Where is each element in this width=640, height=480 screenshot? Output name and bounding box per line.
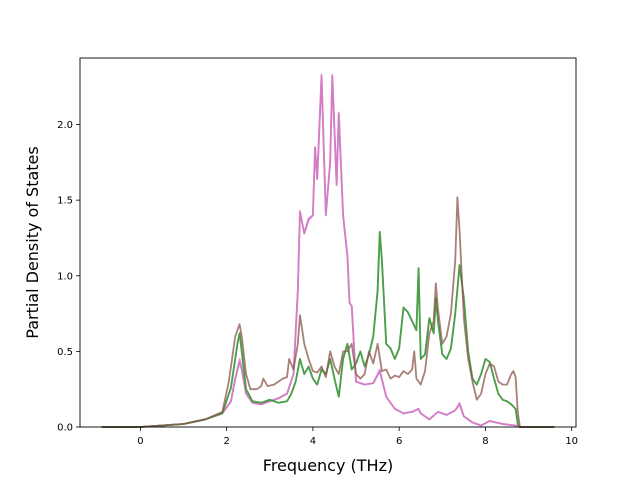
y-tick-label: 1.5 [57,196,73,207]
x-tick-label: 4 [310,436,316,447]
series-line-5 [101,196,555,428]
series-line-2 [101,73,555,428]
x-tick-label: 10 [565,436,578,447]
y-tick-label: 0.0 [57,423,73,434]
series-line-4 [101,231,555,428]
y-tick-label: 1.0 [57,271,73,282]
plot-frame [79,57,577,428]
series-layer [101,73,555,428]
y-axis-label: Partial Density of States [23,146,42,338]
x-tick-label: 8 [482,436,488,447]
x-tick-label: 0 [137,436,143,447]
y-tick-label: 0.5 [57,347,73,358]
x-tick-label: 2 [223,436,229,447]
x-tick-label: 6 [396,436,402,447]
y-axis-ticks: 0.0 0.5 1.0 1.5 2.0 [57,120,80,434]
y-tick-label: 2.0 [57,120,73,131]
x-axis-label: Frequency (THz) [263,456,393,475]
x-axis-ticks: 0 2 4 6 8 10 [137,427,578,447]
